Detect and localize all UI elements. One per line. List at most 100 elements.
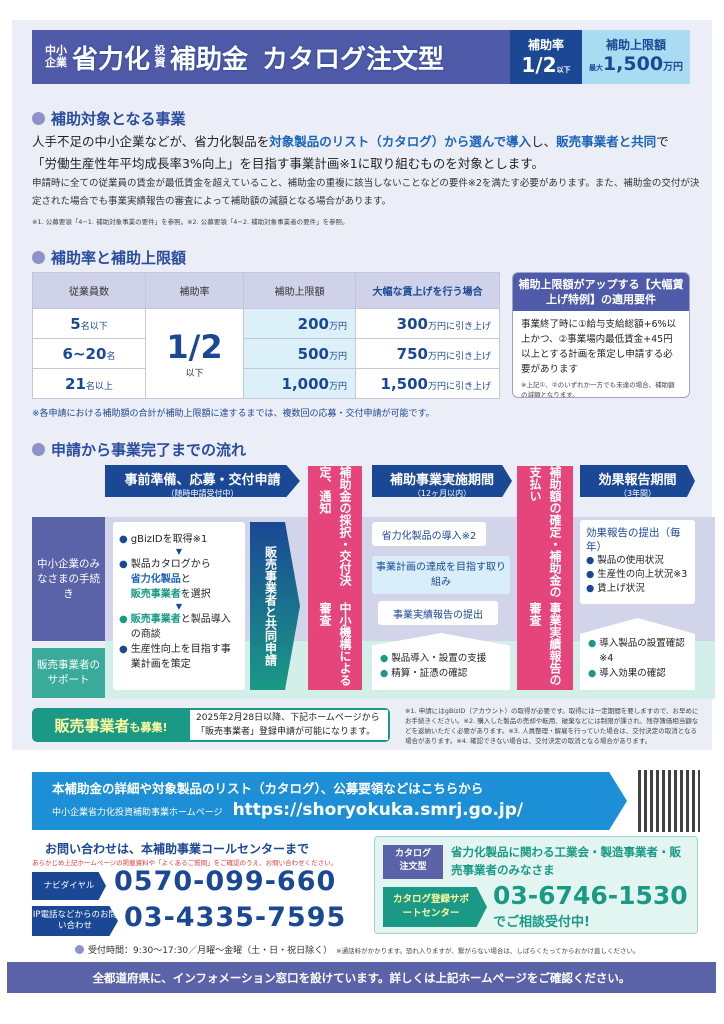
step-text: 生産性の向上状況※3 [597, 569, 688, 580]
step-text: と [180, 574, 191, 585]
section-title-rate: 補助率と補助上限額 [32, 247, 186, 268]
phase-sub: （3年間） [618, 489, 657, 498]
step-product-install: 省力化製品の導入※2 [372, 522, 486, 546]
cell: 500万円 [243, 338, 356, 369]
step-text: 中小機構による審査 [318, 602, 352, 687]
bullet-icon [32, 112, 45, 125]
step-text: を選択 [180, 589, 211, 600]
unit: 万円に引き上げ [427, 322, 491, 332]
hours-text: 受付時間：9:30〜17:30／月曜〜金曜（土・日・祝日除く） [88, 946, 333, 956]
table-header: 従業員数 補助率 補助上限額 大幅な賃上げを行う場合 [32, 272, 500, 309]
phase-sub: （12ヶ月以内） [412, 489, 472, 498]
phase-title: 事前準備、応募・交付申請 [124, 473, 281, 488]
text-highlight: 販売事業者と共同 [556, 134, 657, 149]
navi-dial-label: ナビダイヤル [32, 872, 106, 900]
unit: 名 [106, 352, 116, 362]
limit-unit: 万円 [663, 62, 684, 73]
cell: 300万円に引き上げ [355, 308, 500, 339]
footer-banner: 全都道府県に、インフォメーション窓口を設けています。詳しくは上記ホームページをご… [7, 962, 716, 993]
section-title-flow: 申請から事業完了までの流れ [32, 439, 246, 460]
section-title-target: 補助対象となる事業 [32, 108, 186, 129]
ip-phone-label: IP電話などからのお問い合わせ [32, 906, 118, 936]
footnote: ※1. 公募要領「4−1. 補助対象事業の要件」を参照。※2. 公募要領「4−2… [32, 218, 349, 226]
list-item: ● 製品カタログから 省力化製品と 販売事業者を選択 [119, 559, 211, 600]
value: 200 [297, 315, 329, 333]
bullet-icon [75, 945, 84, 954]
step-text: 精算・証憑の確認 [391, 668, 468, 679]
step-text: 製品カタログから [130, 559, 211, 570]
value: 1,500 [380, 375, 428, 393]
step-text: 補助額の確定・補助金の支払い [528, 466, 562, 598]
step-text: 製品導入・設置の支援 [391, 653, 487, 664]
phase-3-header: 効果報告期間 （3年間） [580, 465, 695, 497]
arrow-down-icon: ▼ [175, 602, 183, 611]
contact-title: お問い合わせは、本補助事業コールセンターまで [45, 842, 310, 856]
value: 750 [396, 345, 428, 363]
col-header: 大幅な賃上げを行う場合 [355, 272, 500, 309]
hours-note: ※通話料がかかります。恐れ入りますが、繋がらない場合は、しばらくたってからおかけ… [336, 946, 640, 955]
website-banner[interactable]: 本補助金の詳細や対象製品のリスト（カタログ）、公募要領などはこちらから 中小企業… [32, 772, 627, 830]
unit: 万円 [328, 352, 347, 362]
review-step-2: 補助額の確定・補助金の支払い 事業実績報告の審査 [517, 466, 573, 690]
step-text: 生産性向上を目指す事業計画を策定 [130, 644, 231, 670]
list-item: ● 製品導入・設置の支援 [380, 653, 487, 664]
cell: 1,500万円に引き上げ [355, 368, 500, 399]
qr-code-icon[interactable] [638, 770, 700, 832]
box-title: 効果報告の提出（毎年） [586, 527, 681, 553]
value: 6~20 [62, 345, 107, 363]
title-small: 投資 [154, 44, 166, 69]
list-item: ● 販売事業者と製品導入の商談 [119, 614, 231, 640]
step-text: 補助金の採択・交付決定、通知 [318, 466, 352, 586]
section2-title: 補助率と補助上限額 [51, 249, 187, 267]
step-text: 販売事業者 [130, 614, 181, 625]
vendor-support-phase2: ● 製品導入・設置の支援 ● 精算・証憑の確認 [372, 633, 510, 690]
limit-value: 1,500 [602, 53, 664, 75]
phase-2-header: 補助事業実施期間 （12ヶ月以内） [372, 465, 512, 497]
title-banner: 中小企業 省力化 投資 補助金 カタログ注文型 [32, 30, 510, 84]
list-item: ● 精算・証憑の確認 [380, 668, 468, 679]
target-note: 申請時に全ての従業員の賃金が最低賃金を超えていること、補助金の重複に該当しないこ… [32, 178, 700, 207]
unit: 名以下 [80, 322, 108, 332]
unit: 名以上 [85, 382, 113, 392]
step-text: 販売事業者 [130, 589, 181, 600]
step-text: 製品の使用状況 [597, 555, 664, 566]
phase-sub: （随時申請受付中） [166, 489, 239, 498]
callout-note: ※上記①、②のいずれか一方でも未達の場合、補助額の減額となります。 [521, 381, 675, 398]
vendor-recruit-banner: 販売事業者も募集! 2025年2月28日以降、下記ホームページから「販売事業者」… [32, 708, 390, 742]
cell: 21名以上 [32, 368, 146, 399]
recruit-title: 販売事業者も募集! [32, 715, 190, 736]
bullet-icon [32, 443, 45, 456]
list-item: ● gBizIDを取得※1 [119, 534, 208, 545]
web-url-link[interactable]: https://shoryokuka.smrj.go.jp/ [232, 800, 524, 820]
list-item: ● 導入製品の設置確認※4 [588, 636, 687, 666]
text: も募集! [129, 720, 168, 734]
rate-table: 従業員数 補助率 補助上限額 大幅な賃上げを行う場合 5名以下 1/2 以下 20… [32, 272, 500, 399]
catalog-suffix: でご相談受付中! [493, 915, 590, 930]
rate-suffix: 以下 [556, 66, 571, 74]
ip-phone-number[interactable]: 03-4335-7595 [124, 902, 347, 933]
list-item: ● 生産性向上を目指す事業計画を策定 [119, 642, 239, 672]
list-item: ● 賃上げ状況 [586, 583, 645, 594]
phase-title: 補助事業実施期間 [389, 473, 494, 488]
value: 1,000 [281, 375, 329, 393]
value: 5 [70, 315, 81, 333]
title-part3: カタログ注文型 [262, 44, 445, 75]
title-part2: 補助金 [170, 44, 249, 75]
catalog-tag: カタログ注文型 [383, 845, 443, 879]
step-performance-report: 事業実績報告の提出 [378, 601, 498, 625]
unit: 万円 [328, 382, 347, 392]
table-footnote: ※各申請における補助額の合計が補助上限額に達するまでは、複数回の応募・交付申請が… [32, 409, 435, 419]
limit-label: 補助上限額 [605, 38, 666, 52]
value: 500 [297, 345, 329, 363]
cell: 6~20名 [32, 338, 146, 369]
title-prefix: 中小企業 [45, 44, 67, 69]
navi-dial-number[interactable]: 0570-099-660 [114, 866, 337, 897]
catalog-number[interactable]: 03-6746-1530 [493, 881, 688, 910]
list-item: ● 導入効果の確認 [588, 668, 666, 679]
col-header: 補助率 [145, 272, 244, 309]
preparation-steps: ● gBizIDを取得※1 ▼ ● 製品カタログから 省力化製品と 販売事業者を選択 ▼… [113, 522, 245, 690]
value: 300 [396, 315, 428, 333]
value: 1/2 [166, 328, 223, 366]
list-item: ● 製品の使用状況 [586, 555, 664, 566]
vendor-support-phase3: ● 導入製品の設置確認※4 ● 導入効果の確認 [580, 618, 695, 690]
